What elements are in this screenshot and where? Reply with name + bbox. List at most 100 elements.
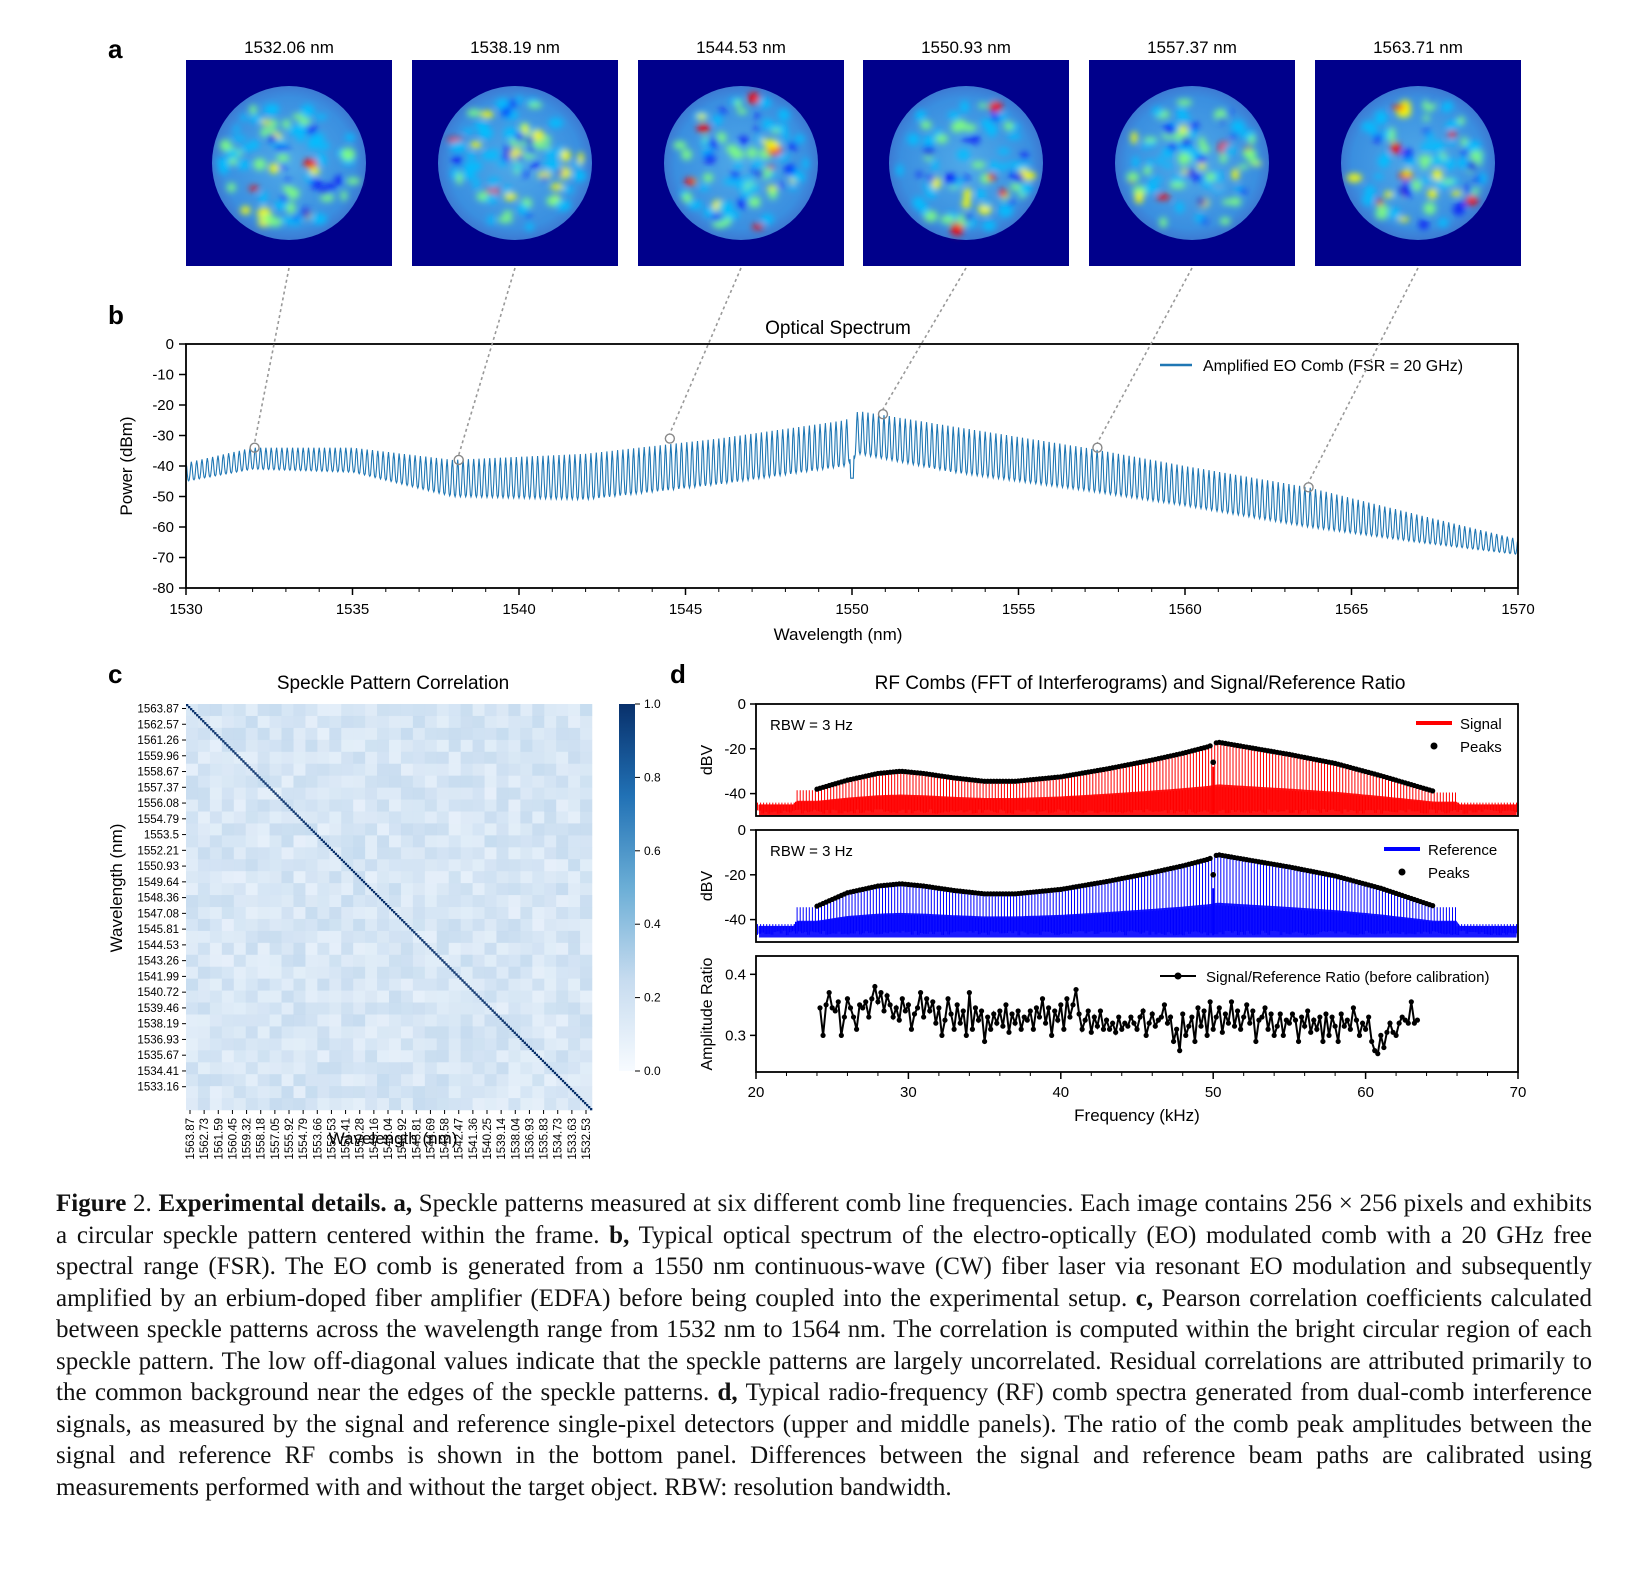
speckle-grain [961,198,971,209]
speckle-grain [462,128,474,135]
heatmap-cell [472,847,485,860]
heatmap-cell [400,1026,414,1039]
heatmap-diagonal-cell [272,790,275,793]
heatmap-cell [400,907,414,920]
heatmap-cell [484,883,497,896]
speckle-dark-grain [1397,186,1408,197]
heatmap-cell [233,715,247,729]
heatmap-cell [329,990,342,1003]
heatmap-cell [257,978,270,991]
speckle-grain [896,164,904,177]
speckle-grain [1162,148,1170,157]
ratio-point [1329,1014,1335,1020]
heatmap-cell [197,918,211,932]
heatmap-cell [305,918,318,932]
heatmap-diagonal-cell [298,816,301,819]
heatmap-cell [209,775,223,788]
colorbar [619,704,635,1071]
heatmap-cell [520,1098,533,1111]
heatmap-diagonal-cell [356,874,360,878]
ratio-point [1295,1038,1302,1045]
heatmap-cell [568,1062,581,1075]
speckle-image: 1532.06 nm [186,38,392,266]
speckle-grain [300,104,315,118]
heatmap-cell [484,775,497,788]
heatmap-cell [436,799,450,812]
heatmap-cell [269,775,282,788]
heatmap-cell [412,918,426,932]
heatmap-cell [448,859,461,872]
ratio-point [1146,1020,1152,1026]
ratio-point [1088,1029,1094,1035]
heatmap-cell [281,727,294,741]
y-tick-label: -40 [724,912,746,929]
heatmap-cell [400,1050,414,1063]
speckle-grain [280,216,295,224]
heatmap-cell [329,811,342,824]
speckle-grain [1159,217,1168,228]
heatmap-cell [186,859,199,872]
heatmap-cell [412,1062,426,1075]
heatmap-cell [245,1038,258,1051]
ratio-point [823,1002,829,1008]
heatmap-cell [209,954,223,968]
speckle-grain [1176,114,1191,122]
heatmap-cell [257,942,270,956]
heatmap-cell [257,811,270,824]
ratio-point [872,983,878,990]
heatmap-cell [281,907,294,920]
heatmap-cell [484,799,497,812]
heatmap-cell [508,704,521,717]
heatmap-cell [389,883,402,896]
heatmap-diagonal-cell [445,963,448,966]
heatmap-cell [412,990,426,1003]
x-tick-label: 1554.79 [298,1118,310,1160]
heatmap-cell [186,763,199,776]
heatmap-cell [472,942,485,956]
heatmap-diagonal-cell [234,752,237,755]
heatmap-cell [460,799,473,812]
y-tick-label: 1538.19 [137,1019,179,1031]
speckle-grain [253,158,267,171]
heatmap-cell [520,1014,533,1027]
peak-point [1430,903,1436,909]
heatmap-diagonal-cell [461,979,464,982]
heatmap-cell [436,811,450,824]
heatmap-cell [233,895,247,908]
speckle-dark-grain [520,169,529,178]
heatmap-cell [353,715,366,729]
heatmap-diagonal-cell [549,1067,553,1071]
heatmap-cell [520,1050,533,1063]
x-tick-label: 1535.83 [539,1118,551,1160]
heatmap-cell [353,751,366,765]
heatmap-cell [353,799,366,812]
heatmap-cell [365,775,378,788]
heatmap-cell [197,1086,211,1099]
heatmap-cell [424,739,438,753]
heatmap-cell [245,787,258,800]
speckle-dark-grain [1460,148,1470,157]
heatmap-cell [532,895,545,908]
heatmap-cell [568,942,581,956]
connector-line [669,267,742,434]
heatmap-cell [448,775,461,788]
heatmap-cell [341,918,354,932]
x-tick-label: 1541.36 [468,1118,480,1160]
heatmap-cell [580,942,593,956]
speckle-dark-grain [1401,148,1414,161]
heatmap-cell [341,954,354,968]
heatmap-cell [365,1050,378,1063]
speckle-grain [340,190,348,201]
heatmap-cell [245,918,258,932]
ratio-point [847,1005,854,1011]
speckle-grain [269,119,278,128]
heatmap-cell [412,895,426,908]
speckle-grain [988,101,1003,112]
heatmap-diagonal-cell [491,1009,494,1012]
heatmap-cell [353,763,366,776]
heatmap-cell [472,799,485,812]
heatmap-cell [281,751,294,765]
heatmap-cell [305,942,318,956]
x-tick-label: 1558.18 [256,1118,268,1160]
heatmap-diagonal-cell [481,999,484,1002]
